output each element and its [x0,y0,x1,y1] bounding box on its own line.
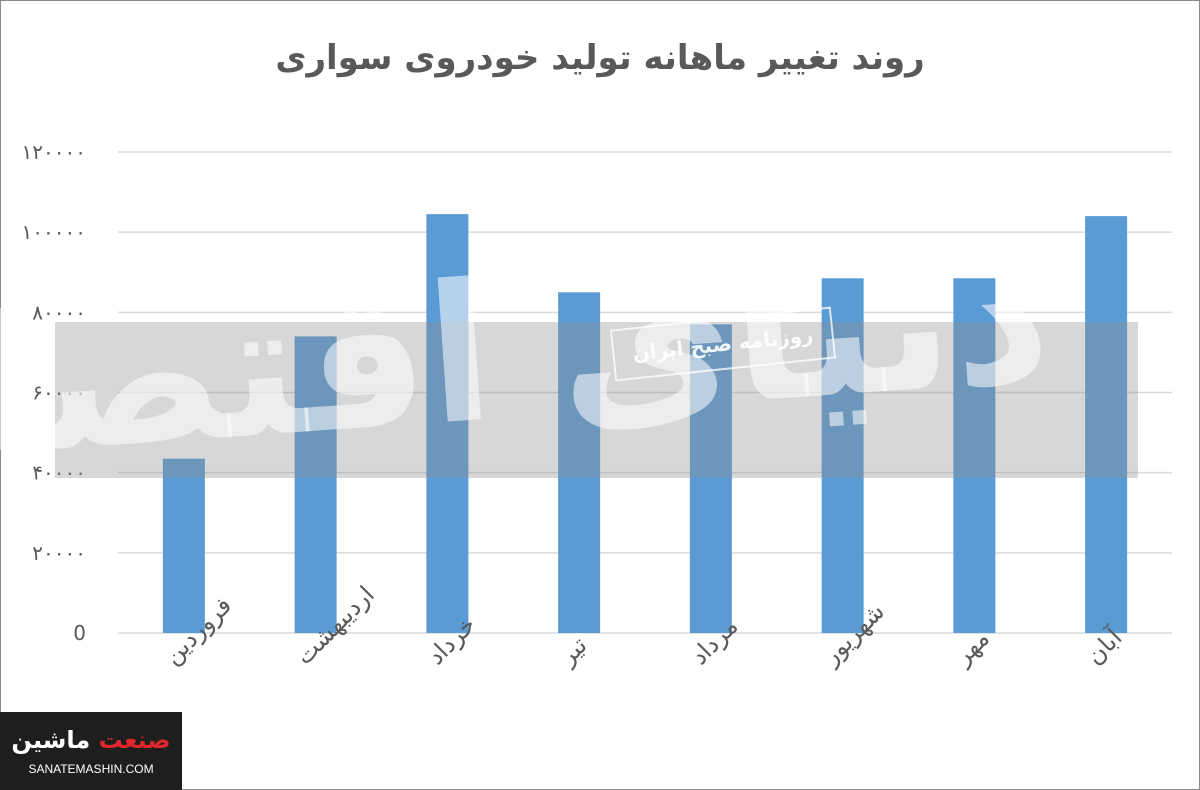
y-tick-label: ۶۰۰۰۰ [32,381,86,405]
watermark-band [55,322,1138,478]
bar-4 [558,292,601,633]
bar-3 [426,214,469,634]
bar-7 [953,278,996,633]
bars [162,214,1128,634]
y-tick-label: ۸۰۰۰۰ [32,300,86,324]
bar-6 [821,278,864,633]
bar-8 [1085,216,1128,633]
y-tick-label: ۴۰۰۰۰ [32,461,86,485]
bar-1 [162,458,205,633]
y-axis-ticks: 0 ۲۰۰۰۰ ۴۰۰۰۰ ۶۰۰۰۰ ۸۰۰۰۰ ۱۰۰۰۰۰ ۱۲۰۰۰۰ [22,140,86,645]
bar-5 [689,324,732,633]
bar-2 [294,336,337,633]
publisher-logo: صنعت ماشین SANATEMASHIN.COM [0,712,182,790]
y-tick-label: ۱۰۰۰۰۰ [22,220,86,244]
y-tick-label: ۲۰۰۰۰ [32,541,86,565]
watermark-text: دنیای اقتصاد [0,203,1057,507]
logo-name: صنعت ماشین [0,726,182,754]
y-tick-label: ۱۲۰۰۰۰ [22,140,86,164]
logo-name-part1: صنعت [98,726,171,754]
logo-name-part2: ماشین [11,726,91,754]
chart-title: روند تغییر ماهانه تولید خودروی سواری [275,38,925,78]
gridlines [118,151,1172,634]
y-tick-label: 0 [73,621,86,645]
x-tick-label: تیر [553,631,593,671]
logo-url: SANATEMASHIN.COM [28,762,154,776]
